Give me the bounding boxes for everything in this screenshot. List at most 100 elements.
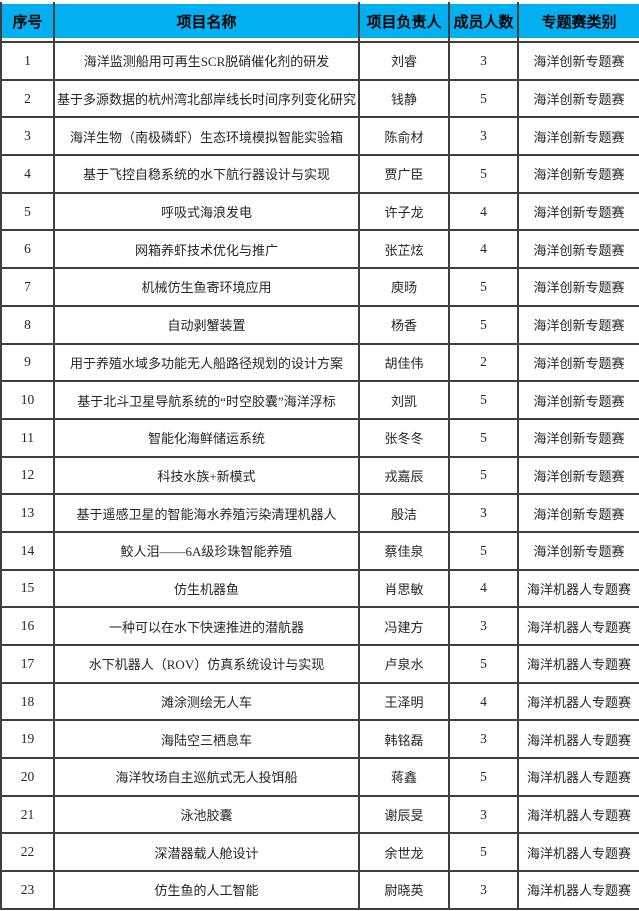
cell-serial-number: 9 xyxy=(0,342,55,383)
cell-category: 海洋机器人专题赛 xyxy=(517,606,639,646)
cell-member-count: 3 xyxy=(448,794,519,835)
cell-serial-number: 14 xyxy=(0,530,55,571)
cell-project-name: 鲛人泪——6A级珍珠智能养殖 xyxy=(53,530,360,571)
cell-category: 海洋创新专题赛 xyxy=(517,342,639,383)
cell-serial-number: 16 xyxy=(0,606,55,646)
cell-project-leader: 陈俞材 xyxy=(358,116,450,157)
cell-project-name: 科技水族+新模式 xyxy=(53,455,360,496)
cell-project-leader: 殷洁 xyxy=(358,493,450,533)
table-row: 7 机械仿生鱼寄环境应用 庾旸 5 海洋创新专题赛 xyxy=(0,267,639,307)
cell-project-name: 网箱养虾技术优化与推广 xyxy=(53,229,360,270)
cell-project-name: 智能化海鲜储运系统 xyxy=(53,417,360,458)
cell-member-count: 3 xyxy=(448,606,519,646)
cell-member-count: 5 xyxy=(448,757,519,797)
cell-member-count: 2 xyxy=(448,342,519,383)
cell-project-leader: 卢泉水 xyxy=(358,644,450,684)
table-row: 15 仿生机器鱼 肖思敏 4 海洋机器人专题赛 xyxy=(0,568,639,609)
cell-project-name: 自动剥蟹装置 xyxy=(53,304,360,345)
table-row: 9 用于养殖水域多功能无人船路径规划的设计方案 胡佳伟 2 海洋创新专题赛 xyxy=(0,342,639,383)
cell-serial-number: 22 xyxy=(0,832,55,873)
cell-category: 海洋创新专题赛 xyxy=(517,455,639,496)
cell-category: 海洋创新专题赛 xyxy=(517,191,639,232)
table-row: 12 科技水族+新模式 戎嘉辰 5 海洋创新专题赛 xyxy=(0,455,639,496)
cell-serial-number: 4 xyxy=(0,154,55,194)
cell-member-count: 3 xyxy=(448,493,519,533)
cell-project-leader: 肖思敏 xyxy=(358,568,450,609)
cell-member-count: 5 xyxy=(448,154,519,194)
cell-project-name: 基于飞控自稳系统的水下航行器设计与实现 xyxy=(53,154,360,194)
cell-category: 海洋创新专题赛 xyxy=(517,304,639,345)
cell-project-leader: 庾旸 xyxy=(358,267,450,307)
cell-project-name: 海洋生物（南极磷虾）生态环境模拟智能实验箱 xyxy=(53,116,360,157)
cell-category: 海洋创新专题赛 xyxy=(517,229,639,270)
cell-member-count: 4 xyxy=(448,681,519,722)
table-row: 13 基于遥感卫星的智能海水养殖污染清理机器人 殷洁 3 海洋创新专题赛 xyxy=(0,493,639,533)
cell-category: 海洋创新专题赛 xyxy=(517,41,639,81)
header-leader: 项目负责人 xyxy=(358,2,450,43)
cell-project-name: 呼吸式海浪发电 xyxy=(53,191,360,232)
cell-serial-number: 2 xyxy=(0,78,55,119)
cell-member-count: 5 xyxy=(448,644,519,684)
table-row: 6 网箱养虾技术优化与推广 张芷炫 4 海洋创新专题赛 xyxy=(0,229,639,270)
cell-serial-number: 12 xyxy=(0,455,55,496)
cell-serial-number: 8 xyxy=(0,304,55,345)
cell-project-name: 一种可以在水下快速推进的潜航器 xyxy=(53,606,360,646)
cell-project-name: 海陆空三栖息车 xyxy=(53,719,360,760)
cell-project-name: 基于遥感卫星的智能海水养殖污染清理机器人 xyxy=(53,493,360,533)
cell-project-leader: 张冬冬 xyxy=(358,417,450,458)
cell-category: 海洋创新专题赛 xyxy=(517,493,639,533)
cell-serial-number: 19 xyxy=(0,719,55,760)
cell-member-count: 3 xyxy=(448,870,519,910)
table-row: 11 智能化海鲜储运系统 张冬冬 5 海洋创新专题赛 xyxy=(0,417,639,458)
table-header: 序号 项目名称 项目负责人 成员人数 专题赛类别 xyxy=(0,2,639,43)
header-category: 专题赛类别 xyxy=(517,2,639,43)
cell-category: 海洋创新专题赛 xyxy=(517,417,639,458)
table-row: 4 基于飞控自稳系统的水下航行器设计与实现 贾广臣 5 海洋创新专题赛 xyxy=(0,154,639,194)
cell-project-leader: 冯建方 xyxy=(358,606,450,646)
cell-member-count: 3 xyxy=(448,116,519,157)
header-row: 序号 项目名称 项目负责人 成员人数 专题赛类别 xyxy=(0,2,639,43)
cell-project-leader: 蔡佳泉 xyxy=(358,530,450,571)
table-row: 8 自动剥蟹装置 杨香 5 海洋创新专题赛 xyxy=(0,304,639,345)
cell-project-name: 基于多源数据的杭州湾北部岸线长时间序列变化研究 xyxy=(53,78,360,119)
cell-category: 海洋机器人专题赛 xyxy=(517,719,639,760)
cell-project-name: 海洋牧场自主巡航式无人投饵船 xyxy=(53,757,360,797)
table-row: 22 深潜器载人舱设计 余世龙 5 海洋机器人专题赛 xyxy=(0,832,639,873)
cell-category: 海洋创新专题赛 xyxy=(517,116,639,157)
table-row: 3 海洋生物（南极磷虾）生态环境模拟智能实验箱 陈俞材 3 海洋创新专题赛 xyxy=(0,116,639,157)
cell-member-count: 5 xyxy=(448,832,519,873)
cell-serial-number: 13 xyxy=(0,493,55,533)
cell-member-count: 4 xyxy=(448,568,519,609)
cell-serial-number: 18 xyxy=(0,681,55,722)
cell-project-leader: 韩铭磊 xyxy=(358,719,450,760)
table-row: 23 仿生鱼的人工智能 尉晓英 3 海洋机器人专题赛 xyxy=(0,870,639,910)
cell-serial-number: 6 xyxy=(0,229,55,270)
cell-category: 海洋创新专题赛 xyxy=(517,530,639,571)
table-row: 16 一种可以在水下快速推进的潜航器 冯建方 3 海洋机器人专题赛 xyxy=(0,606,639,646)
cell-project-leader: 王泽明 xyxy=(358,681,450,722)
cell-project-leader: 许子龙 xyxy=(358,191,450,232)
cell-member-count: 5 xyxy=(448,78,519,119)
cell-member-count: 5 xyxy=(448,380,519,420)
cell-serial-number: 23 xyxy=(0,870,55,910)
cell-project-name: 仿生机器鱼 xyxy=(53,568,360,609)
cell-project-leader: 胡佳伟 xyxy=(358,342,450,383)
header-name: 项目名称 xyxy=(53,2,360,43)
cell-project-leader: 余世龙 xyxy=(358,832,450,873)
cell-category: 海洋机器人专题赛 xyxy=(517,757,639,797)
cell-project-leader: 贾广臣 xyxy=(358,154,450,194)
cell-serial-number: 17 xyxy=(0,644,55,684)
cell-serial-number: 10 xyxy=(0,380,55,420)
cell-project-leader: 戎嘉辰 xyxy=(358,455,450,496)
cell-project-leader: 杨香 xyxy=(358,304,450,345)
table-row: 17 水下机器人（ROV）仿真系统设计与实现 卢泉水 5 海洋机器人专题赛 xyxy=(0,644,639,684)
cell-serial-number: 5 xyxy=(0,191,55,232)
cell-category: 海洋创新专题赛 xyxy=(517,267,639,307)
cell-serial-number: 3 xyxy=(0,116,55,157)
cell-member-count: 4 xyxy=(448,191,519,232)
cell-serial-number: 20 xyxy=(0,757,55,797)
table-row: 21 泳池胶囊 谢辰旻 3 海洋机器人专题赛 xyxy=(0,794,639,835)
cell-project-leader: 尉晓英 xyxy=(358,870,450,910)
